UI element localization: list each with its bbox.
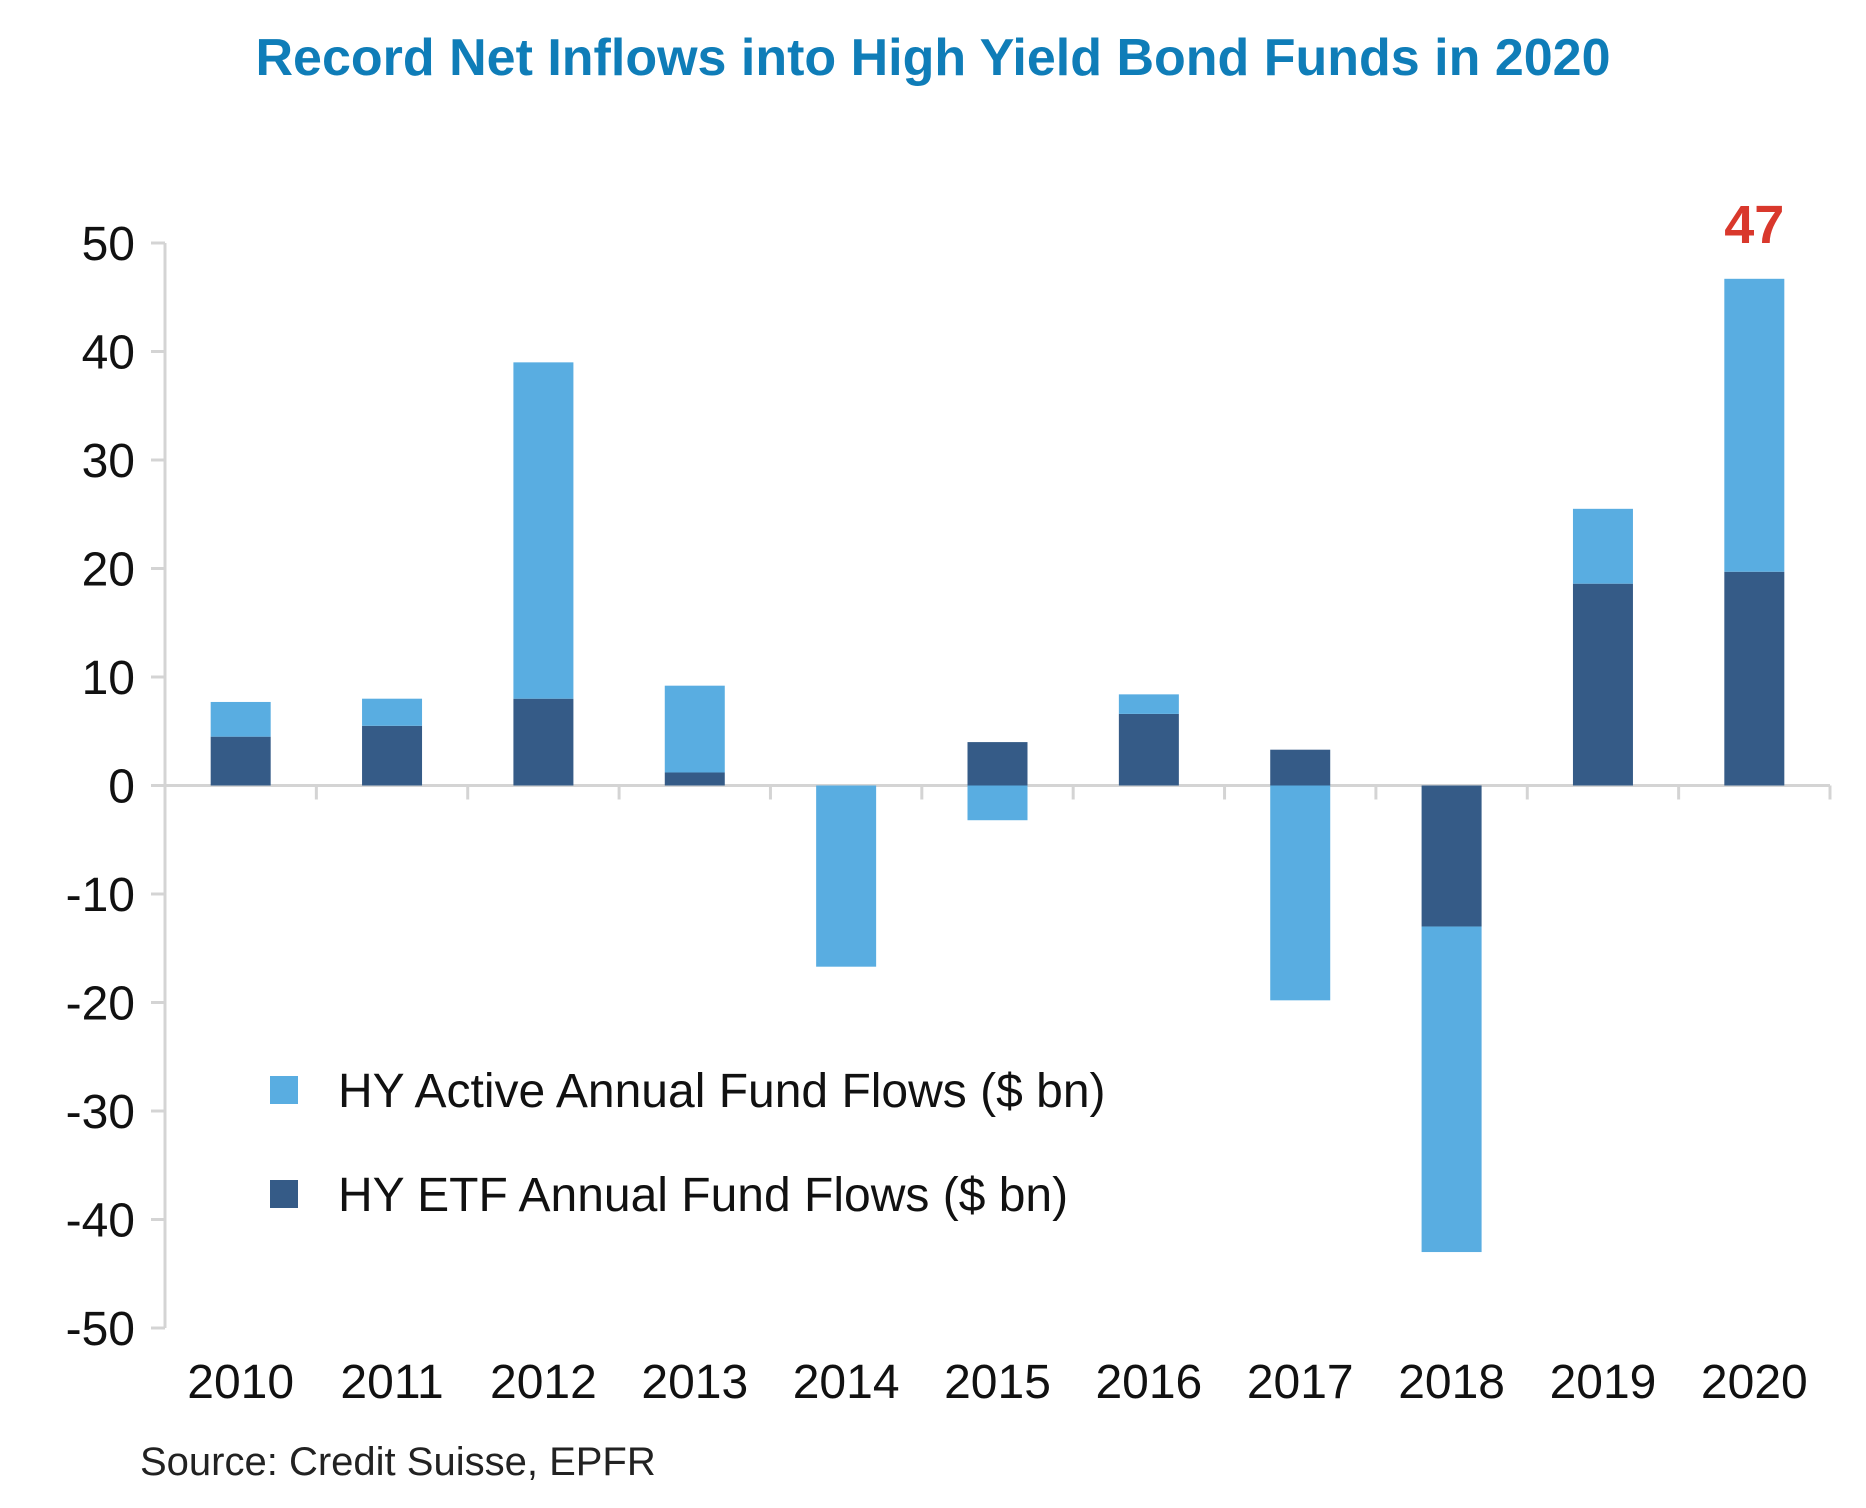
y-tick-label: -50 [66,1303,135,1356]
bar-2013-series-1 [664,685,725,773]
y-tick-label: 20 [82,544,135,597]
bar-2015-series-0 [967,742,1028,786]
bar-2020-series-1 [1724,278,1785,572]
bar-2011-series-0 [362,725,423,786]
y-tick-label: 10 [82,652,135,705]
y-tick-label: -40 [66,1195,135,1248]
bar-2012-series-1 [513,362,574,699]
bar-2012-series-0 [513,698,574,786]
total-annotation: 47 [1724,195,1784,255]
bar-2019-series-1 [1572,508,1633,584]
x-tick-label: 2014 [793,1356,900,1409]
bar-2013-series-0 [664,772,725,786]
bar-2014-series-1 [816,785,877,967]
x-tick-label: 2013 [641,1356,748,1409]
legend-label: HY Active Annual Fund Flows ($ bn) [338,1065,1106,1118]
bars [210,278,1785,1253]
y-tick-label: -10 [66,869,135,922]
bar-2018-series-0 [1421,785,1482,927]
x-tick-label: 2015 [944,1356,1051,1409]
y-tick-label: 0 [108,761,135,814]
x-tick-label: 2012 [490,1356,597,1409]
y-tick-label: -30 [66,1086,135,1139]
x-tick-label: 2020 [1701,1356,1808,1409]
bar-2011-series-1 [362,698,423,726]
legend-swatch [270,1076,298,1104]
x-tick-label: 2011 [340,1356,443,1409]
bar-2018-series-1 [1421,926,1482,1253]
x-tick-label: 2019 [1550,1356,1657,1409]
source-note: Source: Credit Suisse, EPFR [140,1440,656,1484]
bar-2020-series-0 [1724,571,1785,786]
legend: HY Active Annual Fund Flows ($ bn) HY ETF… [270,1065,1106,1222]
y-tick-label: 30 [82,435,135,488]
bar-2016-series-0 [1118,713,1179,786]
bar-2019-series-0 [1572,583,1633,786]
x-tick-label: 2016 [1095,1356,1202,1409]
bar-2017-series-1 [1270,785,1331,1001]
bar-2017-series-0 [1270,749,1331,786]
bar-2010-series-1 [210,701,271,737]
bar-2015-series-1 [967,785,1028,821]
bar-2016-series-1 [1118,694,1179,714]
y-tick-label: 40 [82,327,135,380]
legend-label: HY ETF Annual Fund Flows ($ bn) [338,1169,1068,1222]
y-tick-label: -20 [66,978,135,1031]
x-tick-label: 2017 [1247,1356,1354,1409]
x-tick-label: 2010 [187,1356,294,1409]
legend-swatch [270,1180,298,1208]
x-tick-label: 2018 [1398,1356,1505,1409]
y-tick-label: 50 [82,218,135,271]
annotations: 47 [1724,195,1784,255]
chart-title: Record Net Inflows into High Yield Bond … [255,29,1611,87]
bar-2010-series-0 [210,736,271,786]
